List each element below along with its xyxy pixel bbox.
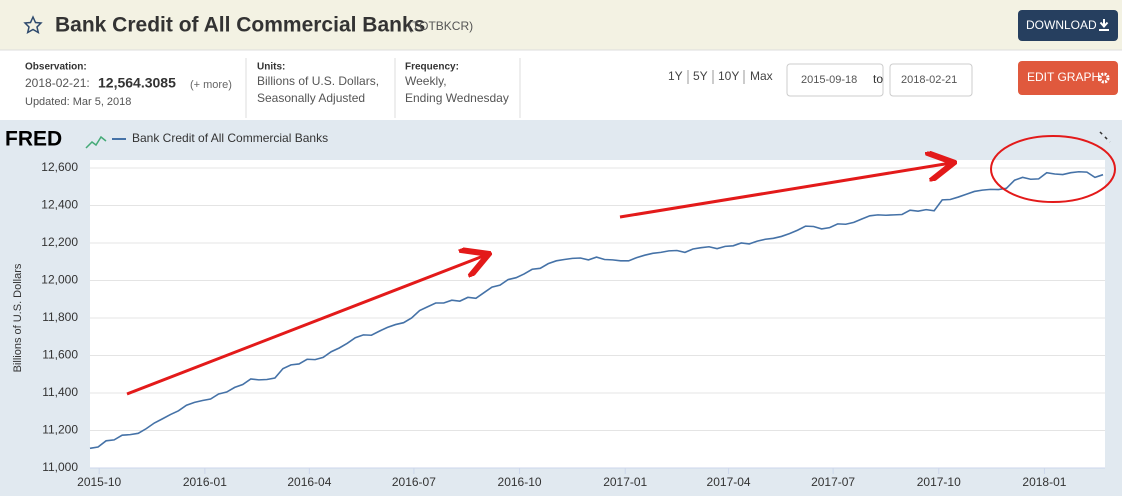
units: Seasonally Adjusted (257, 91, 365, 105)
x-tick-label: 2017-07 (811, 475, 855, 489)
y-tick-label: 11,800 (42, 310, 78, 324)
y-tick-label: 12,400 (41, 198, 78, 212)
input-box (889, 63, 973, 97)
header-band (0, 0, 1122, 50)
y-tick-label: 12,600 (41, 160, 78, 174)
annotation-arrow (126, 255, 486, 396)
y-tick-label: 11,600 (42, 348, 78, 362)
range-link[interactable]: 5Y (693, 69, 708, 83)
button-bg (1018, 61, 1118, 95)
annotations (126, 135, 1116, 396)
x-tick-label: 2016-10 (498, 475, 542, 489)
annotation-ellipse (990, 135, 1116, 203)
more-link[interactable]: (+ more) (190, 79, 232, 91)
units: Billions of U.S. Dollars, (257, 74, 379, 88)
download-icon (1099, 19, 1109, 31)
range-link[interactable]: 1Y (668, 69, 683, 83)
logo-icon (85, 135, 107, 149)
button-bg (1018, 10, 1118, 41)
legend-label: Bank Credit of All Commercial Banks (132, 131, 328, 145)
start-date-input[interactable]: 2015-09-18 (786, 63, 884, 97)
plot-area (90, 160, 1105, 468)
gear-icon (1098, 72, 1110, 84)
annotation-arrow (619, 163, 951, 219)
y-tick-label: 12,000 (41, 273, 78, 287)
x-tick-label: 2015-10 (77, 475, 121, 489)
y-tick-label: 11,000 (42, 460, 78, 474)
observation-label: Observation: (25, 62, 87, 73)
x-tick-label: 2016-07 (392, 475, 436, 489)
frequency: Ending Wednesday (405, 91, 509, 105)
to-label: to (873, 72, 883, 86)
series-id: (TOTBKCR) (408, 19, 473, 33)
updated: Updated: Mar 5, 2018 (25, 96, 131, 108)
series-title: Bank Credit of All Commercial Banks (55, 14, 425, 37)
range-link[interactable]: 10Y (718, 69, 739, 83)
input-box (786, 63, 884, 97)
fred-logo: FRED (5, 128, 62, 151)
units-label: Units: (257, 62, 285, 73)
x-tick-label: 2016-04 (287, 475, 331, 489)
fullscreen-icon[interactable] (1099, 131, 1111, 143)
button-label: DOWNLOAD (1026, 18, 1097, 32)
end-date-input[interactable]: 2018-02-21 (889, 63, 973, 97)
y-tick-label: 11,400 (42, 385, 78, 399)
series-line (89, 170, 1104, 450)
y-tick-label: 11,200 (42, 423, 78, 437)
frequency-label: Frequency: (405, 62, 459, 73)
observation-date: 2018-02-21: (25, 76, 90, 90)
x-tick-label: 2018-01 (1022, 475, 1066, 489)
y-tick-label: 12,200 (41, 235, 78, 249)
range-link[interactable]: Max (750, 69, 773, 83)
x-tick-label: 2017-04 (707, 475, 751, 489)
x-tick-label: 2017-01 (603, 475, 647, 489)
y-axis-label: Billions of U.S. Dollars (12, 263, 24, 372)
button-label: EDIT GRAPH (1027, 70, 1100, 84)
edit-graph-button[interactable]: EDIT GRAPH (1018, 61, 1118, 95)
download-button[interactable]: DOWNLOAD (1018, 10, 1118, 41)
frequency: Weekly, (405, 74, 447, 88)
x-tick-label: 2017-10 (917, 475, 961, 489)
input-value: 2015-09-18 (801, 74, 857, 86)
x-tick-label: 2016-01 (183, 475, 227, 489)
input-value: 2018-02-21 (901, 74, 957, 86)
observation-value: 12,564.3085 (98, 75, 176, 91)
favorite-star[interactable] (23, 15, 43, 34)
